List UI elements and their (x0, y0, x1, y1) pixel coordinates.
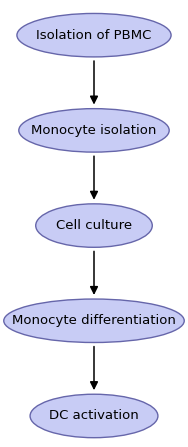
Text: Cell culture: Cell culture (56, 219, 132, 232)
Text: Monocyte differentiation: Monocyte differentiation (12, 314, 176, 327)
Ellipse shape (19, 109, 169, 152)
Text: Isolation of PBMC: Isolation of PBMC (36, 29, 152, 42)
Ellipse shape (30, 394, 158, 438)
Ellipse shape (4, 299, 184, 342)
Ellipse shape (36, 204, 152, 247)
Text: DC activation: DC activation (49, 409, 139, 422)
Text: Monocyte isolation: Monocyte isolation (31, 124, 157, 137)
Ellipse shape (17, 13, 171, 57)
